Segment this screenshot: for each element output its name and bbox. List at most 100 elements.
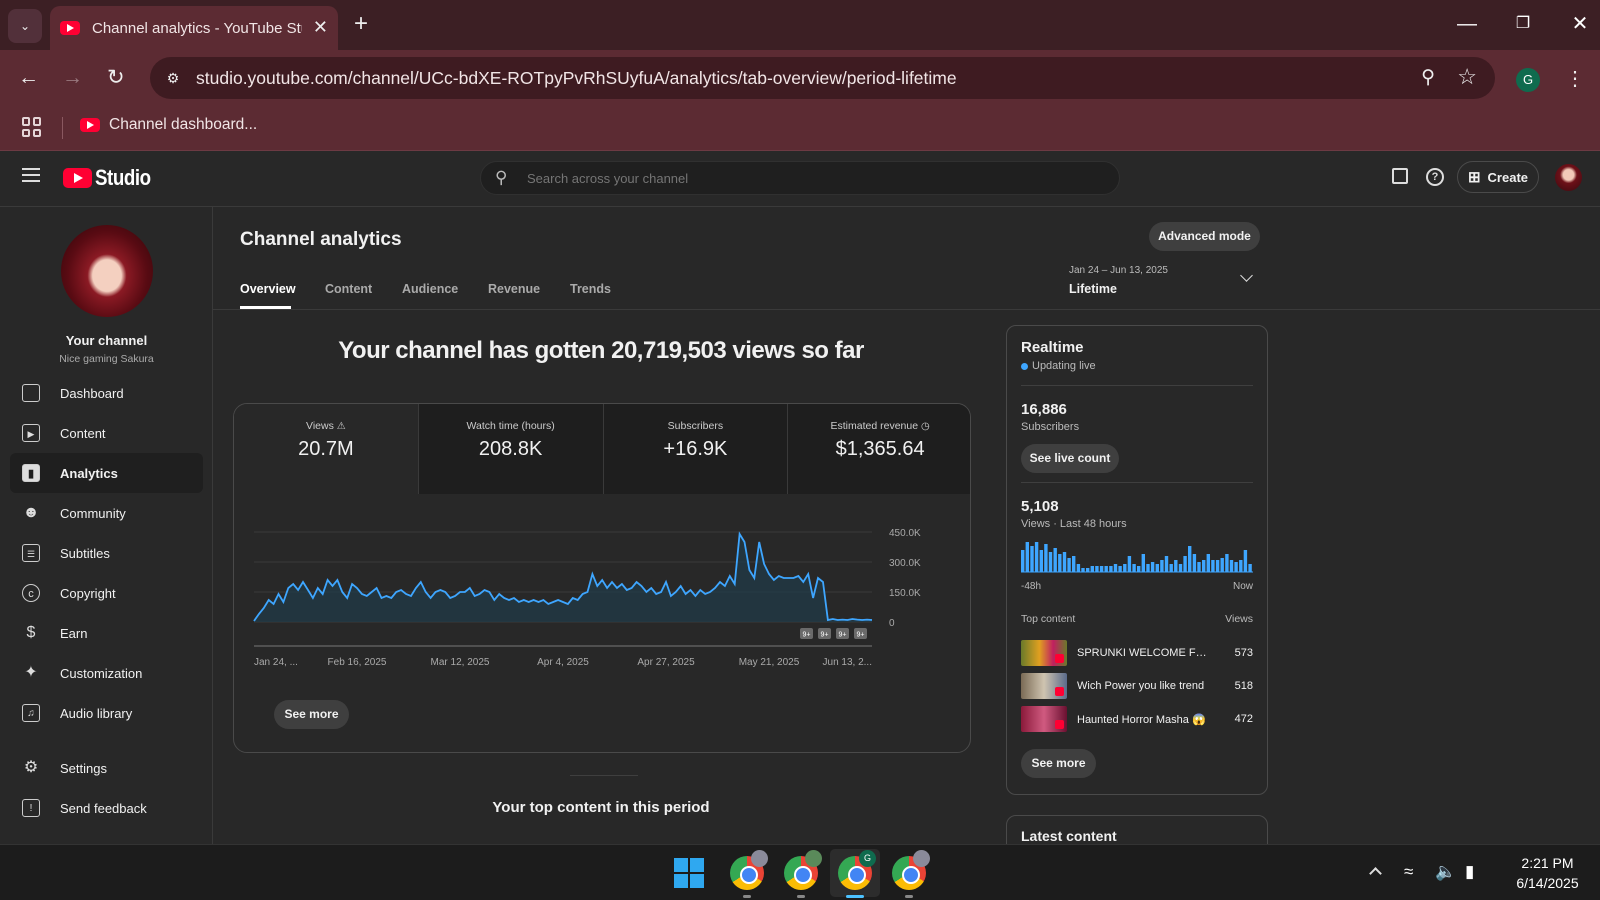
chrome-app-icon[interactable] <box>892 850 930 898</box>
realtime-bar[interactable] <box>1243 550 1248 572</box>
realtime-bar[interactable] <box>1062 552 1067 572</box>
realtime-bar[interactable] <box>1211 560 1215 572</box>
realtime-bar[interactable] <box>1234 562 1238 572</box>
realtime-bar[interactable] <box>1137 566 1141 572</box>
top-content-item[interactable]: Wich Power you like trend 518 <box>1021 673 1253 701</box>
sidebar-item-send-feedback[interactable]: ! Send feedback <box>10 788 203 828</box>
realtime-bar[interactable] <box>1178 564 1183 572</box>
top-content-item[interactable]: Haunted Horror Masha 😱 472 <box>1021 706 1253 734</box>
chrome-app-icon[interactable] <box>730 850 768 898</box>
annotation-badge[interactable] <box>854 628 867 639</box>
realtime-bar[interactable] <box>1109 566 1113 572</box>
new-tab-button[interactable]: + <box>354 10 369 37</box>
chart-see-more-button[interactable]: See more <box>274 700 349 729</box>
reload-button[interactable]: ↻ <box>107 66 125 89</box>
tab-search-button[interactable]: ⌄ <box>8 9 42 43</box>
realtime-bar[interactable] <box>1132 564 1136 572</box>
restore-button[interactable]: ❐ <box>1515 15 1531 32</box>
realtime-bar[interactable] <box>1164 556 1169 572</box>
search-box[interactable]: ⚲ <box>480 161 1120 195</box>
realtime-bar[interactable] <box>1248 564 1252 572</box>
channel-avatar[interactable] <box>61 225 153 317</box>
tab-content[interactable]: Content <box>325 282 373 296</box>
realtime-bar[interactable] <box>1123 564 1127 572</box>
realtime-bar[interactable] <box>1118 566 1122 572</box>
realtime-bar[interactable] <box>1239 560 1243 572</box>
bookmark-star-icon[interactable]: ☆ <box>1457 64 1477 89</box>
hamburger-menu-icon[interactable] <box>22 168 40 182</box>
sidebar-item-settings[interactable]: ⚙ Settings <box>10 748 203 788</box>
apps-grid-icon[interactable] <box>22 117 42 137</box>
windows-start-icon[interactable] <box>674 858 704 888</box>
realtime-bar[interactable] <box>1174 560 1178 572</box>
realtime-bar[interactable] <box>1067 558 1071 572</box>
tab-overview[interactable]: Overview <box>240 282 296 296</box>
realtime-bar[interactable] <box>1058 554 1062 572</box>
volume-icon[interactable]: 🔈 <box>1435 862 1457 881</box>
metric-watch-time[interactable]: Watch time (hours) 208.8K <box>417 404 603 494</box>
realtime-bar[interactable] <box>1192 554 1197 572</box>
bookmark-channel-dashboard[interactable]: Channel dashboard... <box>80 116 257 134</box>
zoom-icon[interactable]: ⚲ <box>1421 67 1435 88</box>
realtime-bar[interactable] <box>1095 566 1099 572</box>
sidebar-item-community[interactable]: ☻ Community <box>10 493 203 533</box>
realtime-bar[interactable] <box>1127 556 1132 572</box>
realtime-bar[interactable] <box>1202 560 1206 572</box>
studio-logo[interactable]: Studio <box>63 165 160 191</box>
profile-avatar[interactable]: G <box>1516 68 1540 92</box>
realtime-bar[interactable] <box>1030 546 1034 572</box>
forward-button[interactable]: → <box>62 66 83 89</box>
realtime-bar[interactable] <box>1197 562 1201 572</box>
realtime-bar[interactable] <box>1044 544 1048 572</box>
sidebar-item-audio-library[interactable]: ♫ Audio library <box>10 693 203 733</box>
realtime-bar[interactable] <box>1072 556 1076 572</box>
url-text[interactable]: studio.youtube.com/channel/UCc-bdXE-ROTp… <box>196 68 957 88</box>
minimize-button[interactable]: — <box>1457 13 1477 35</box>
tab-audience[interactable]: Audience <box>402 282 459 296</box>
tray-overflow-icon[interactable] <box>1369 867 1382 880</box>
realtime-bar[interactable] <box>1146 564 1150 572</box>
more-menu-icon[interactable]: ⋮ <box>1565 68 1585 90</box>
help-icon[interactable]: ? <box>1426 168 1444 186</box>
realtime-bar[interactable] <box>1229 560 1234 572</box>
realtime-bar[interactable] <box>1206 554 1210 572</box>
sidebar-item-analytics[interactable]: ▮ Analytics <box>10 453 203 493</box>
wifi-icon[interactable]: ≈ <box>1404 862 1414 881</box>
realtime-bar[interactable] <box>1025 542 1029 572</box>
realtime-bar[interactable] <box>1081 568 1085 572</box>
annotation-badge[interactable] <box>836 628 849 639</box>
realtime-bar[interactable] <box>1220 558 1224 572</box>
realtime-bar[interactable] <box>1113 564 1118 572</box>
realtime-see-more-button[interactable]: See more <box>1021 749 1096 778</box>
site-info-icon[interactable]: ⚙ <box>166 70 180 86</box>
realtime-bar[interactable] <box>1104 566 1108 572</box>
realtime-bar[interactable] <box>1076 564 1081 572</box>
sidebar-item-customization[interactable]: ✦ Customization <box>10 653 203 693</box>
realtime-bar[interactable] <box>1086 568 1090 572</box>
realtime-bar[interactable] <box>1188 546 1192 572</box>
realtime-bar[interactable] <box>1160 560 1164 572</box>
see-live-count-button[interactable]: See live count <box>1021 444 1119 473</box>
realtime-bar[interactable] <box>1034 542 1039 572</box>
clock-time[interactable]: 2:21 PM <box>1521 855 1574 871</box>
close-tab-icon[interactable]: ✕ <box>312 17 328 37</box>
advanced-mode-button[interactable]: Advanced mode <box>1149 222 1260 251</box>
browser-tab-active[interactable]: Channel analytics - YouTube Studio ✕ <box>50 6 338 50</box>
realtime-bar[interactable] <box>1225 554 1229 572</box>
realtime-bar[interactable] <box>1215 560 1220 572</box>
message-icon[interactable] <box>1392 168 1408 184</box>
realtime-bar[interactable] <box>1150 562 1155 572</box>
sidebar-item-copyright[interactable]: c Copyright <box>10 573 203 613</box>
realtime-bar[interactable] <box>1155 564 1159 572</box>
realtime-bar[interactable] <box>1090 566 1094 572</box>
metric-views[interactable]: Views ⚠ 20.7M <box>234 404 418 494</box>
tab-trends[interactable]: Trends <box>570 282 611 296</box>
realtime-bar[interactable] <box>1169 564 1173 572</box>
address-bar[interactable]: ⚙ studio.youtube.com/channel/UCc-bdXE-RO… <box>150 57 1495 99</box>
annotation-badge[interactable] <box>818 628 831 639</box>
metric-subscribers[interactable]: Subscribers +16.9K <box>602 404 788 494</box>
search-input[interactable] <box>527 171 1027 186</box>
back-button[interactable]: ← <box>18 66 39 89</box>
account-avatar[interactable] <box>1555 164 1582 191</box>
tab-revenue[interactable]: Revenue <box>488 282 541 296</box>
